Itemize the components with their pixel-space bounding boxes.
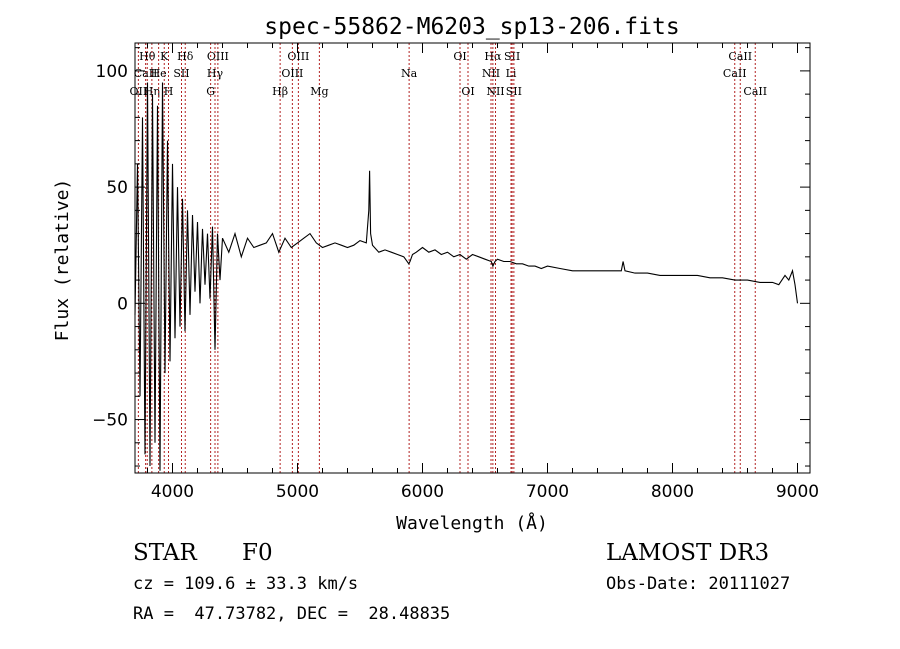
line-marker-label: CaII	[743, 85, 767, 98]
coordinates-text: RA = 47.73782, DEC = 28.48835	[133, 604, 451, 624]
y-tick-label: 100	[96, 62, 128, 82]
y-axis-label: Flux (relative)	[52, 179, 73, 342]
x-axis-label: Wavelength (Å)	[396, 512, 548, 534]
x-tick-label: 6000	[401, 482, 444, 502]
line-marker-label: Hα	[484, 50, 502, 63]
line-marker-label: NII	[482, 67, 500, 80]
plot-frame	[134, 42, 811, 474]
line-marker-label: CaII	[723, 67, 747, 80]
line-marker-label: SII	[506, 85, 522, 98]
redshift-text: cz = 109.6 ± 33.3 km/s	[133, 574, 359, 594]
line-marker-label: OIII	[281, 67, 303, 80]
line-marker-label: Hβ	[272, 85, 288, 98]
object-subclass: F0	[242, 540, 273, 566]
line-marker-label: OIII	[207, 50, 229, 63]
line-marker-label: H	[164, 85, 174, 98]
line-marker-label: Hθ	[139, 50, 156, 63]
object-class: STAR	[133, 540, 197, 566]
x-tick-label: 5000	[276, 482, 319, 502]
line-marker-label: OIII	[287, 50, 309, 63]
chart-title: spec-55862-M6203_sp13-206.fits	[264, 14, 679, 40]
line-marker-label: Hδ	[177, 50, 194, 63]
axes: 4000 5000 6000 7000 8000 9000 −50 0 50 100	[92, 42, 819, 502]
line-marker-label: Na	[401, 67, 418, 80]
y-tick-label: 0	[117, 294, 128, 314]
line-marker-label: OI	[453, 50, 466, 63]
y-tick-label: 50	[106, 178, 128, 198]
line-marker-label: SII	[504, 50, 520, 63]
line-marker-label: Li	[506, 67, 517, 80]
x-tick-label: 4000	[151, 482, 194, 502]
x-tick-label: 9000	[776, 482, 819, 502]
line-marker-label: K	[160, 50, 169, 63]
line-marker-label: OI	[461, 85, 474, 98]
obs-date-text: Obs-Date: 20111027	[606, 574, 791, 594]
spectrum-line	[134, 82, 799, 471]
line-marker-label: CaII	[728, 50, 752, 63]
line-marker-label: Mg	[310, 85, 328, 98]
line-markers: Hθ OII CaII Hη K He H SII Hδ OIII Hγ G Hβ OIII OIII Mg N…	[130, 43, 767, 473]
line-marker-label: Hη	[144, 85, 160, 98]
y-tick-label: −50	[92, 411, 128, 431]
survey-name: LAMOST DR3	[606, 540, 770, 566]
line-marker-label: NII	[486, 85, 504, 98]
plot-area	[134, 82, 799, 471]
line-marker-label: OII	[130, 85, 148, 98]
line-marker-label: SII	[173, 67, 189, 80]
x-tick-label: 7000	[526, 482, 569, 502]
line-marker-label: G	[206, 85, 215, 98]
line-marker-label: Hγ	[207, 67, 224, 80]
line-marker-label: He	[151, 67, 167, 80]
x-tick-label: 8000	[651, 482, 694, 502]
